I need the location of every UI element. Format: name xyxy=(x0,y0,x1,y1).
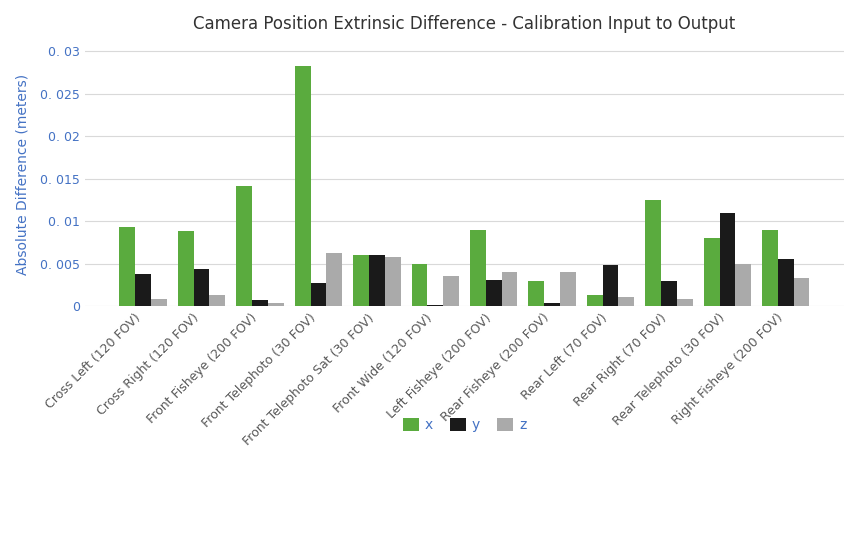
Bar xyxy=(528,280,545,306)
Bar xyxy=(428,305,443,306)
Bar xyxy=(661,280,677,306)
Bar xyxy=(677,299,692,306)
Bar xyxy=(587,295,603,306)
Bar xyxy=(135,274,151,306)
Bar xyxy=(502,272,517,306)
Bar xyxy=(603,265,618,306)
Bar xyxy=(369,255,385,306)
Bar xyxy=(411,264,428,306)
Bar xyxy=(778,259,794,306)
Bar xyxy=(252,300,268,306)
Title: Camera Position Extrinsic Difference - Calibration Input to Output: Camera Position Extrinsic Difference - C… xyxy=(193,15,735,33)
Bar xyxy=(178,231,193,306)
Bar xyxy=(268,302,283,306)
Bar xyxy=(311,283,326,306)
Bar xyxy=(295,66,311,306)
Bar xyxy=(560,272,576,306)
Y-axis label: Absolute Difference (meters): Absolute Difference (meters) xyxy=(15,74,29,275)
Bar xyxy=(486,280,502,306)
Bar xyxy=(704,238,720,306)
Bar xyxy=(210,295,225,306)
Bar xyxy=(151,299,167,306)
Bar xyxy=(545,303,560,306)
Bar xyxy=(470,230,486,306)
Bar xyxy=(443,276,459,306)
Bar xyxy=(119,227,135,306)
Bar xyxy=(735,264,751,306)
Bar xyxy=(236,186,252,306)
Bar xyxy=(618,297,634,306)
Bar xyxy=(645,200,661,306)
Bar xyxy=(762,230,778,306)
Bar xyxy=(720,213,735,306)
Bar xyxy=(353,255,369,306)
Bar xyxy=(326,253,342,306)
Legend: x, y, z: x, y, z xyxy=(397,413,532,438)
Bar xyxy=(193,270,210,306)
Bar xyxy=(385,257,400,306)
Bar xyxy=(794,278,809,306)
